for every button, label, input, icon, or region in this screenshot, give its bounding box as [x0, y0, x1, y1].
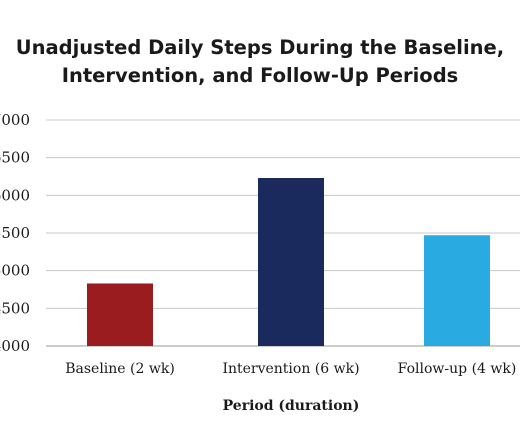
x-category-label: Intervention (6 wk): [222, 361, 359, 377]
y-tick-label: 4000: [0, 337, 30, 355]
x-category-label: Baseline (2 wk): [65, 361, 175, 377]
y-tick-label: 4500: [0, 299, 30, 317]
x-axis-categories: Baseline (2 wk) Intervention (6 wk) Follow…: [65, 361, 516, 377]
y-tick-label: 7000: [0, 111, 30, 129]
bar: [424, 235, 490, 346]
chart-title-line-2: Intervention, and Follow-Up Periods: [61, 64, 459, 87]
y-tick-label: 6000: [0, 186, 30, 204]
chart-title: Unadjusted Daily Steps During the Baseli…: [0, 34, 520, 90]
x-axis-label: Period (duration): [223, 398, 360, 414]
x-category-label: Follow-up (4 wk): [398, 361, 517, 377]
chart-title-line-1: Unadjusted Daily Steps During the Baseli…: [15, 36, 505, 59]
bar: [87, 283, 153, 346]
y-tick-label: 6500: [0, 149, 30, 167]
bar: [258, 178, 324, 346]
bars: [87, 178, 490, 346]
y-tick-label: 5500: [0, 224, 30, 242]
